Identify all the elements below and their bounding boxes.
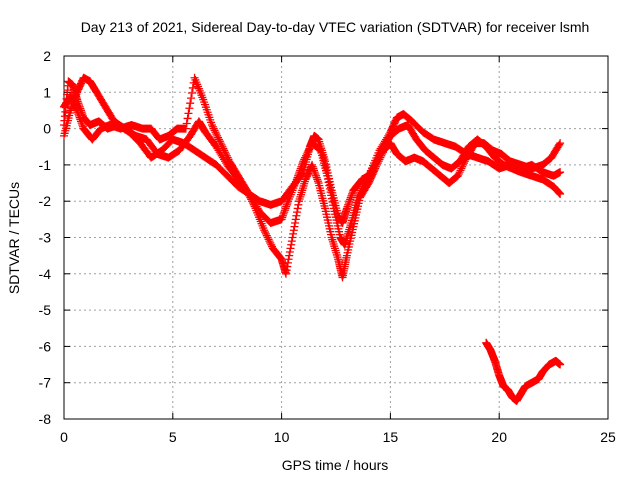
data-marks [60,73,565,405]
x-tick-label: 15 [383,429,399,445]
x-tick-labels: 0 5 10 15 20 25 [60,429,616,445]
series-track-c [60,73,565,282]
y-tick-label: -4 [39,266,52,282]
grid-lines [64,56,608,419]
x-tick-label: 20 [491,429,507,445]
y-tick-label: -3 [39,230,52,246]
x-tick-label: 25 [600,429,616,445]
x-axis-label: GPS time / hours [282,457,389,473]
y-tick-label: -5 [39,302,52,318]
data-point-markers [482,338,565,405]
plot-frame [63,55,609,420]
chart-title: Day 213 of 2021, Sidereal Day-to-day VTE… [81,19,590,35]
axis-ticks [63,55,609,420]
x-tick-label: 5 [169,429,177,445]
y-tick-label: -6 [39,338,52,354]
x-tick-label: 10 [274,429,290,445]
y-tick-label: 2 [43,48,51,64]
y-tick-label: 0 [43,121,51,137]
y-tick-label: 1 [43,84,51,100]
y-tick-label: -2 [39,193,52,209]
data-point-markers [60,73,565,282]
x-tick-label: 0 [60,429,68,445]
series-track-d [482,338,565,405]
y-tick-label: -1 [39,157,52,173]
y-tick-label: -7 [39,375,52,391]
y-tick-labels: 2 1 0 -1 -2 -3 -4 -5 -6 -7 -8 [39,48,52,427]
y-tick-label: -8 [39,411,52,427]
y-axis-label: SDTVAR / TECUs [6,182,22,294]
